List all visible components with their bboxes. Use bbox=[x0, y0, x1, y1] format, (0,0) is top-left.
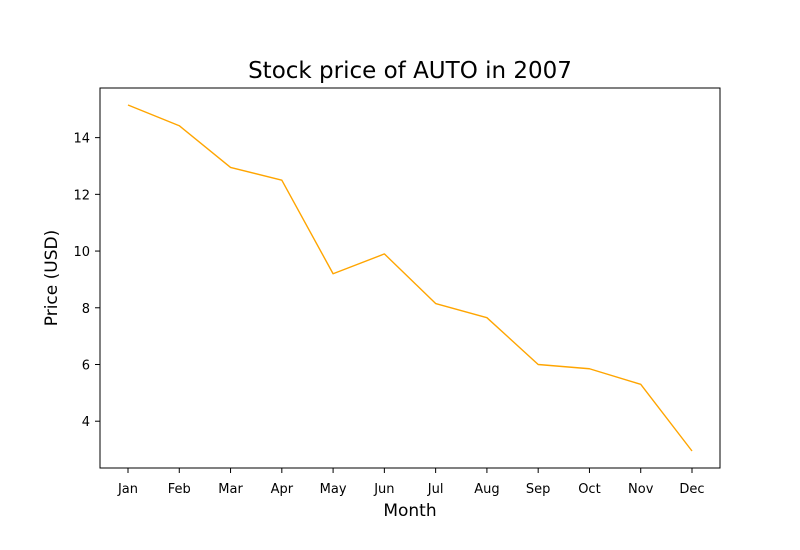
y-tick-label: 14 bbox=[73, 132, 90, 147]
x-axis-label: Month bbox=[383, 501, 436, 521]
plot-area bbox=[127, 104, 693, 452]
x-tick-label: May bbox=[320, 482, 347, 497]
y-tick-label: 6 bbox=[82, 358, 90, 373]
x-tick-label: Jan bbox=[117, 482, 138, 497]
chart-title: Stock price of AUTO in 2007 bbox=[248, 58, 572, 84]
y-tick-label: 4 bbox=[82, 415, 90, 430]
x-tick-label: Jun bbox=[373, 482, 394, 497]
x-tick-label: Sep bbox=[526, 482, 551, 497]
x-tick-label: Apr bbox=[271, 482, 294, 497]
y-tick-label: 12 bbox=[73, 188, 90, 203]
x-axis: Jan Feb Mar Apr May Jun Jul Aug Sep Oct Nov Dec bbox=[117, 468, 705, 497]
x-tick-label: Nov bbox=[628, 482, 654, 497]
series-line bbox=[127, 104, 693, 452]
x-tick-label: Oct bbox=[578, 482, 600, 497]
y-tick-label: 8 bbox=[82, 302, 90, 317]
x-tick-label: Mar bbox=[218, 482, 243, 497]
x-tick-label: Aug bbox=[474, 482, 499, 497]
plot-frame bbox=[99, 87, 721, 469]
x-tick-label: Feb bbox=[168, 482, 191, 497]
y-tick-label: 10 bbox=[73, 245, 90, 260]
y-axis: 4 6 8 10 12 14 bbox=[73, 132, 100, 430]
x-tick-label: Dec bbox=[679, 482, 704, 497]
x-tick-label: Jul bbox=[427, 482, 444, 497]
y-axis-label: Price (USD) bbox=[42, 230, 62, 326]
